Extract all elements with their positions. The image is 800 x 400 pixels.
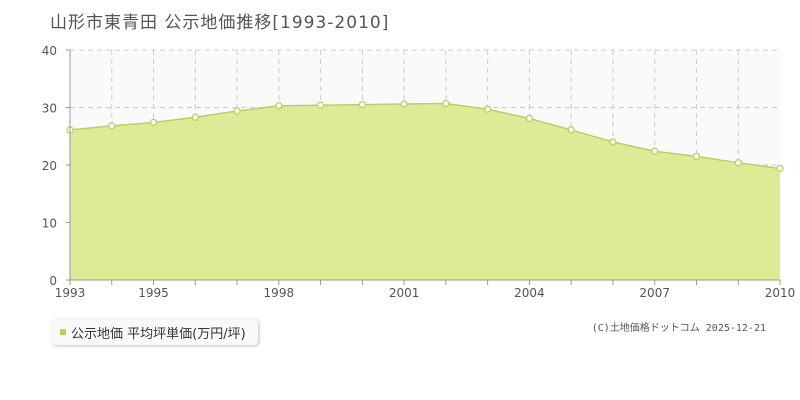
data-point — [483, 105, 492, 113]
legend: 公示地価 平均坪単価(万円/坪) — [52, 319, 258, 345]
data-point — [734, 159, 742, 167]
data-point — [275, 102, 283, 110]
legend-swatch — [60, 329, 66, 335]
data-point — [191, 113, 199, 121]
x-tick-label: 1998 — [264, 286, 295, 300]
series-line — [69, 102, 781, 170]
data-point — [609, 138, 617, 146]
legend-label: 公示地価 平均坪単価(万円/坪) — [71, 326, 246, 342]
chart-title: 山形市東青田 公示地価推移[1993-2010] — [50, 13, 390, 33]
y-tick-label: 20 — [42, 159, 57, 173]
data-point — [567, 126, 575, 134]
x-tick-label: 1995 — [138, 286, 169, 300]
x-tick-label: 2007 — [639, 286, 670, 300]
marker-layer — [66, 99, 784, 173]
x-tick-label: 2004 — [514, 286, 545, 300]
x-tick-label: 1993 — [55, 286, 86, 300]
y-tick-label: 0 — [49, 274, 57, 288]
data-point — [692, 152, 701, 161]
y-tick-label: 40 — [42, 44, 57, 58]
data-point — [108, 122, 116, 130]
data-point — [776, 164, 784, 173]
data-point — [149, 118, 158, 127]
data-point — [442, 99, 450, 108]
data-point — [358, 100, 367, 109]
data-point — [400, 100, 408, 108]
axis-layer: 0 10 20 30 40 1993 1995 1998 2001 2004 2007 2010 — [42, 44, 796, 300]
x-tick-label: 2010 — [765, 286, 796, 300]
data-point — [233, 107, 241, 115]
data-point — [651, 147, 659, 155]
x-tick-label: 2001 — [389, 286, 420, 300]
area-fill — [70, 103, 780, 280]
y-tick-label: 30 — [42, 102, 57, 116]
data-point — [316, 101, 325, 109]
copyright-credit: (C)土地価格ドットコム 2025-12-21 — [591, 323, 766, 334]
area-layer — [69, 102, 781, 280]
data-point — [525, 114, 534, 123]
y-tick-label: 10 — [42, 217, 57, 231]
